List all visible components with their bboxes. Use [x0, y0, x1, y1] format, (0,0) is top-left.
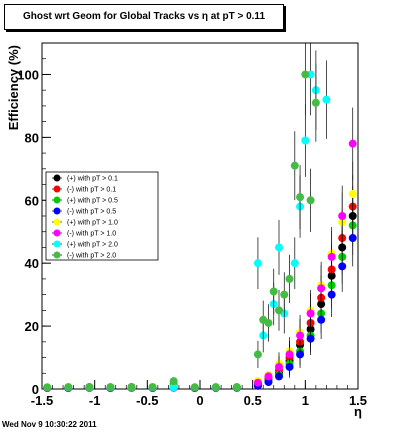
x-tick-label: -1.5: [31, 393, 53, 408]
axes: -1.5 -1 -0.5 0 0.5 1 1.5 0 20 40 60 80 100: [17, 42, 367, 408]
legend-entry: (+) with pT > 1.0: [67, 220, 118, 227]
x-tick-label: -0.5: [136, 393, 158, 408]
data-point: [85, 383, 94, 392]
legend-entry: (+) with pT > 0.5: [67, 198, 118, 205]
data-point: [296, 331, 305, 340]
data-point: [264, 378, 273, 387]
series-8: [43, 43, 320, 392]
data-point: [264, 318, 273, 327]
data-point: [232, 383, 241, 392]
x-axis-title: η: [354, 404, 362, 419]
data-point: [348, 189, 357, 198]
x-tick-label: 1.5: [349, 393, 367, 408]
data-point: [169, 383, 178, 392]
data-point: [301, 70, 310, 79]
x-tick-label: -1: [89, 393, 101, 408]
data-point: [338, 212, 347, 220]
data-point: [348, 234, 357, 243]
data-point: [253, 378, 262, 387]
data-point: [64, 383, 73, 392]
data-point: [317, 315, 326, 324]
y-tick-label: 0: [32, 382, 39, 397]
timestamp: Wed Nov 9 10:30:22 2011: [2, 420, 97, 429]
x-tick-label: 0: [196, 393, 203, 408]
data-point: [290, 259, 299, 268]
data-point: [317, 284, 326, 293]
data-point: [322, 95, 331, 104]
data-point: [306, 196, 315, 205]
data-point: [275, 362, 283, 371]
y-tick-label: 100: [17, 67, 39, 82]
data-point: [264, 372, 273, 381]
legend-entry: (-) with pT > 0.5: [67, 209, 116, 216]
y-tick-label: 40: [25, 256, 39, 271]
data-point: [327, 290, 336, 299]
legend-entry: (+) with pT > 2.0: [67, 242, 118, 249]
data-point: [338, 262, 347, 271]
data-point: [306, 334, 315, 343]
data-point: [290, 161, 299, 170]
data-point: [311, 98, 320, 107]
legend-marker: [53, 240, 61, 248]
legend-entry: (+) with pT > 0.1: [67, 176, 118, 183]
data-point: [348, 139, 357, 148]
data-point: [253, 259, 262, 268]
data-point: [127, 383, 136, 392]
data-point: [296, 350, 305, 359]
y-tick-label: 20: [25, 319, 39, 334]
data-point: [211, 383, 220, 392]
data-point: [275, 243, 283, 252]
data-point: [285, 274, 294, 283]
data-point: [169, 377, 178, 386]
legend-marker: [53, 196, 61, 204]
legend-box: [45, 171, 159, 261]
data-point: [148, 383, 157, 392]
data-point: [269, 287, 278, 296]
chart-title-box: Ghost wrt Geom for Global Tracks vs η at…: [4, 4, 284, 30]
legend-marker: [53, 251, 61, 259]
y-axis-title: Efficiency (%): [6, 45, 21, 130]
series-layer: [43, 43, 357, 393]
data-point: [285, 350, 294, 359]
legend-entry: (-) with pT > 0.1: [67, 187, 116, 194]
legend-marker: [53, 185, 61, 193]
data-point: [275, 306, 283, 315]
legend-marker: [53, 229, 61, 237]
legend-entry: (-) with pT > 1.0: [67, 231, 116, 238]
data-point: [190, 383, 199, 392]
legend: (+) with pT > 0.1 (-) with pT > 0.1 (+) wi…: [45, 171, 159, 261]
legend-marker: [53, 207, 61, 215]
y-tick-label: 80: [25, 130, 39, 145]
data-point: [280, 290, 289, 299]
x-tick-label: 1: [302, 393, 309, 408]
data-point: [301, 136, 310, 145]
legend-marker: [53, 218, 61, 226]
data-point: [253, 350, 262, 359]
data-point: [306, 309, 315, 318]
data-point: [43, 383, 52, 392]
data-point: [106, 383, 115, 392]
data-point: [327, 252, 336, 261]
x-tick-label: 0.5: [244, 393, 262, 408]
legend-entry: (-) with pT > 2.0: [67, 253, 116, 260]
data-point: [296, 193, 305, 202]
chart-title: Ghost wrt Geom for Global Tracks vs η at…: [22, 11, 266, 22]
y-tick-label: 60: [25, 193, 39, 208]
legend-marker: [53, 174, 61, 182]
